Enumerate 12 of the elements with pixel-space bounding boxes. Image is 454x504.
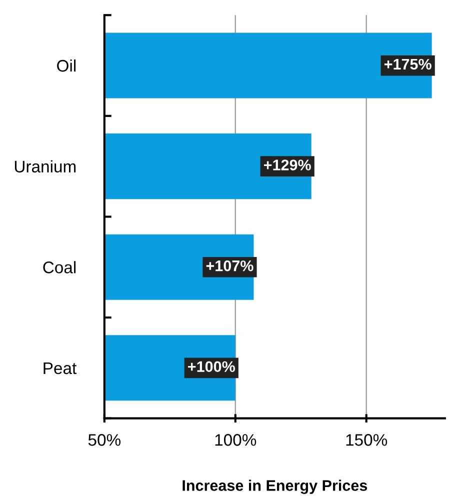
x-tick-label: 150% xyxy=(346,434,388,446)
y-tick-label: Uranium xyxy=(14,160,76,173)
x-tick-label: 100% xyxy=(215,434,256,446)
y-tick-label: Oil xyxy=(57,59,76,72)
data-label: +100% xyxy=(188,361,235,372)
data-label: +129% xyxy=(264,160,311,170)
data-label: +107% xyxy=(206,260,254,272)
data-label: +175% xyxy=(384,58,432,70)
x-axis-title: Increase in Energy Prices xyxy=(182,480,368,494)
y-tick-label: Coal xyxy=(43,261,76,274)
y-tick-label: Peat xyxy=(44,362,77,374)
x-tick-label: 50% xyxy=(88,434,121,446)
